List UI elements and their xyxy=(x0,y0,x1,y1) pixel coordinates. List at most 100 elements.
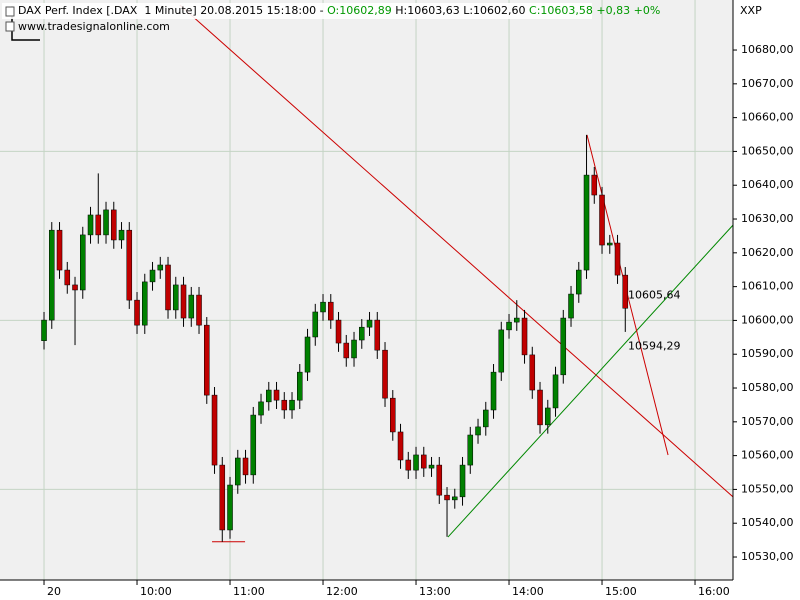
candle-body xyxy=(421,454,427,469)
candle-body xyxy=(173,284,179,311)
candle-body xyxy=(72,284,78,291)
y-tick-label: 10640,00 xyxy=(741,178,794,191)
line-label: 10605,64 xyxy=(628,288,681,301)
candle-body xyxy=(41,319,47,341)
y-tick-label: 10560,00 xyxy=(741,449,794,462)
x-tick-label: 14:00 xyxy=(512,585,544,598)
candle-body xyxy=(614,242,621,276)
y-tick-label: 10530,00 xyxy=(741,550,794,563)
trendline xyxy=(179,4,734,498)
x-tick-label: 20 xyxy=(47,585,61,598)
y-tick-label: 10550,00 xyxy=(741,482,794,495)
header-high: H:10603,63 xyxy=(395,4,459,17)
y-tick-label: 10570,00 xyxy=(741,415,794,428)
candle-body xyxy=(312,311,319,338)
y-tick-label: 10610,00 xyxy=(741,280,794,293)
candle-body xyxy=(452,496,458,501)
candle-body xyxy=(599,194,605,246)
x-tick-label: 13:00 xyxy=(419,585,451,598)
x-tick-label: 16:00 xyxy=(698,585,730,598)
candle-body xyxy=(250,414,257,476)
candle-body xyxy=(281,399,288,411)
header-separator: - xyxy=(320,4,324,17)
candle-body xyxy=(111,209,117,241)
candle-body xyxy=(568,293,574,319)
header-title: DAX Perf. Index [.DAX 1 Minute] xyxy=(18,4,197,17)
candle-body xyxy=(591,174,598,196)
candle-body xyxy=(273,389,280,401)
candle-body xyxy=(343,342,350,359)
grid xyxy=(0,0,733,580)
candle-body xyxy=(498,329,505,373)
x-tick-label: 15:00 xyxy=(605,585,637,598)
candle-body xyxy=(359,326,365,341)
candle-body xyxy=(490,371,497,411)
candle-body xyxy=(64,269,71,286)
candle-body xyxy=(289,399,295,411)
candle-body xyxy=(297,371,303,401)
candle-body xyxy=(242,457,249,476)
line-label: 10594,29 xyxy=(628,340,681,353)
header-datetime: 20.08.2015 15:18:00 xyxy=(200,4,316,17)
y-tick-label: 10660,00 xyxy=(741,111,794,124)
candle-body xyxy=(304,336,311,373)
candle-body xyxy=(382,349,388,399)
header: DAX Perf. Index [.DAX 1 Minute] 20.08.20… xyxy=(18,4,660,17)
candle-body xyxy=(227,484,233,531)
header-change: +0,83 xyxy=(596,4,630,17)
candle-body xyxy=(537,389,543,426)
candle-body xyxy=(180,284,187,319)
candle-body xyxy=(366,319,373,328)
candle-body xyxy=(196,294,202,326)
x-tick-label: 12:00 xyxy=(326,585,358,598)
candle-body xyxy=(328,301,334,321)
header-low: L:10602,60 xyxy=(463,4,525,17)
y-tick-label: 10650,00 xyxy=(741,144,794,157)
header-open: O:10602,89 xyxy=(327,4,392,17)
candle-body xyxy=(374,319,381,351)
candle-body xyxy=(483,409,489,428)
y-tick-label: 10540,00 xyxy=(741,516,794,529)
candle-body xyxy=(529,354,536,391)
candle-body xyxy=(142,281,148,326)
plot-area xyxy=(0,0,733,580)
candle-body xyxy=(204,324,210,396)
candle-body xyxy=(413,454,419,471)
candle-body xyxy=(390,397,396,433)
y-tick-label: 10620,00 xyxy=(741,246,794,259)
candle-body xyxy=(95,214,102,236)
candle-body xyxy=(258,401,264,416)
source-icon xyxy=(5,21,15,32)
candle-body xyxy=(576,269,582,295)
y-tick-label: 10670,00 xyxy=(741,77,794,90)
candle-body xyxy=(444,494,450,501)
candle-body xyxy=(436,464,443,496)
y-tick-label: 10580,00 xyxy=(741,381,794,394)
y-tick-label: 10630,00 xyxy=(741,212,794,225)
trendline xyxy=(447,224,734,538)
candle-body xyxy=(467,434,474,466)
candle-body xyxy=(211,394,218,466)
candle-body xyxy=(607,242,613,246)
header-close: C:10603,58 xyxy=(529,4,593,17)
header-bg xyxy=(2,3,592,19)
candle-body xyxy=(335,319,342,344)
candle-body xyxy=(397,431,404,461)
candle-body xyxy=(134,299,140,326)
candles xyxy=(41,134,629,542)
candle-body xyxy=(560,317,567,376)
candle-body xyxy=(87,214,94,236)
x-tick-label: 10:00 xyxy=(140,585,172,598)
candle-body xyxy=(56,229,63,271)
candle-body xyxy=(80,234,86,291)
y-tick-label: 10590,00 xyxy=(741,347,794,360)
candle-body xyxy=(405,459,412,471)
axis-label: XXP xyxy=(740,4,762,17)
source: www.tradesignalonline.com xyxy=(18,20,170,33)
candle-body xyxy=(266,389,272,403)
candle-body xyxy=(157,264,164,271)
header-icon xyxy=(5,6,15,17)
candle-body xyxy=(521,317,528,356)
candle-body xyxy=(475,426,481,436)
